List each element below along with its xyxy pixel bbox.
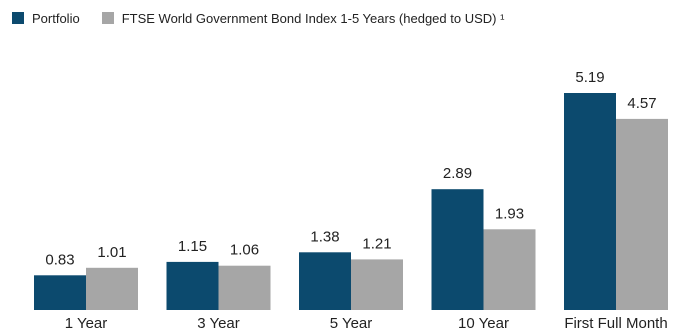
legend-label-benchmark: FTSE World Government Bond Index 1-5 Yea… (121, 10, 505, 26)
value-label-portfolio-2: 1.38 (310, 228, 339, 245)
x-tick-label-0: 1 Year (65, 315, 108, 331)
value-label-portfolio-0: 0.83 (45, 251, 74, 268)
bars-group (34, 93, 668, 311)
bar-benchmark-4 (616, 118, 668, 311)
bar-benchmark-1 (218, 265, 271, 310)
bar-benchmark-0 (86, 267, 138, 310)
value-label-benchmark-3: 1.93 (495, 205, 524, 222)
legend-swatch-portfolio (12, 12, 24, 24)
x-tick-labels-group: 1 Year 3 Year 5 Year 10 Year First Full Mont… (65, 315, 668, 331)
bar-portfolio-2 (299, 252, 351, 310)
x-tick-label-2: 5 Year (330, 315, 373, 331)
value-label-benchmark-2: 1.21 (362, 235, 391, 252)
bar-benchmark-3 (483, 229, 536, 310)
bar-benchmark-2 (351, 259, 403, 310)
value-label-benchmark-1: 1.06 (230, 242, 259, 259)
bar-portfolio-4 (564, 93, 616, 310)
x-tick-label-3: 10 Year (458, 315, 509, 331)
chart-legend: Portfolio FTSE World Government Bond Ind… (12, 8, 526, 28)
value-label-benchmark-0: 1.01 (97, 244, 126, 261)
legend-label-portfolio: Portfolio (32, 10, 80, 26)
value-label-benchmark-4: 4.57 (627, 95, 656, 112)
legend-item-benchmark: FTSE World Government Bond Index 1-5 Yea… (101, 10, 505, 26)
bar-portfolio-0 (34, 275, 86, 310)
legend-swatch-benchmark (101, 12, 114, 24)
value-label-portfolio-3: 2.89 (443, 165, 472, 182)
x-tick-label-4: First Full Month (564, 315, 667, 331)
bar-portfolio-3 (431, 189, 484, 310)
value-label-portfolio-4: 5.19 (575, 69, 604, 86)
value-labels-group: 0.83 1.01 1.15 1.06 1.38 1.21 2.89 1.93 5.19 4.57 (45, 69, 656, 268)
legend-item-portfolio: Portfolio (12, 11, 80, 26)
value-label-portfolio-1: 1.15 (178, 238, 207, 255)
x-tick-label-1: 3 Year (197, 315, 240, 331)
bar-portfolio-1 (166, 261, 219, 310)
